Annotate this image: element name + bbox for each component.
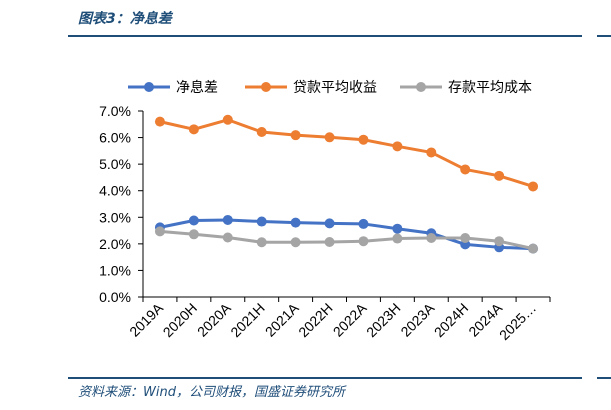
data-point <box>324 236 335 247</box>
series-line <box>158 118 535 188</box>
figure-title: 图表3：净息差 <box>78 11 172 27</box>
x-tick-label: 2019A <box>126 299 166 339</box>
data-point <box>256 237 267 248</box>
x-tick-label: 2022A <box>330 299 370 339</box>
y-tick-label: 0.0% <box>99 289 131 305</box>
legend-item: 净息差 <box>128 79 218 96</box>
x-tick-label: 2020A <box>194 299 234 339</box>
data-point <box>426 233 437 244</box>
data-point <box>358 236 369 247</box>
y-tick-label: 5.0% <box>99 156 131 172</box>
data-point <box>188 124 199 135</box>
legend-label: 贷款平均收益 <box>293 80 377 96</box>
data-point <box>392 223 403 234</box>
data-point <box>222 114 233 125</box>
data-point <box>222 232 233 243</box>
data-point <box>358 218 369 229</box>
x-tick-label: 2022H <box>295 300 335 340</box>
data-point <box>324 218 335 229</box>
data-point <box>358 134 369 145</box>
y-tick-label: 3.0% <box>99 209 131 225</box>
data-point <box>460 233 471 244</box>
legend-swatch-marker <box>144 82 154 92</box>
legend-swatch-marker <box>416 82 426 92</box>
source-note: 资料来源：Wind，公司财报，国盛证券研究所 <box>78 385 345 400</box>
y-tick-label: 1.0% <box>99 262 131 278</box>
data-point <box>290 237 301 248</box>
series-layer <box>154 114 539 254</box>
data-point <box>460 164 471 175</box>
x-tick-label: 2021A <box>262 299 302 339</box>
data-point <box>256 126 267 137</box>
data-point <box>290 217 301 228</box>
data-point <box>528 181 539 192</box>
data-point <box>324 132 335 143</box>
x-tick-label: 2025… <box>496 300 539 343</box>
series-line <box>158 218 535 251</box>
legend: 净息差 贷款平均收益 存款平均成本 <box>128 79 532 96</box>
data-point <box>256 216 267 227</box>
series-3 <box>154 226 539 254</box>
legend-label: 净息差 <box>176 79 218 96</box>
series-line <box>158 229 535 251</box>
data-point <box>392 233 403 244</box>
data-point <box>426 147 437 158</box>
legend-item: 存款平均成本 <box>400 80 532 96</box>
x-tick-label: 2023H <box>363 300 403 340</box>
legend-item: 贷款平均收益 <box>245 80 377 96</box>
y-tick-label: 7.0% <box>99 103 131 119</box>
data-point <box>494 236 505 247</box>
top-rule-tail <box>597 35 611 37</box>
data-point <box>188 229 199 240</box>
x-tick-label: 2021H <box>227 300 267 340</box>
bottom-rule-tail <box>597 377 611 379</box>
x-tick-label: 2023A <box>397 299 437 339</box>
data-point <box>290 130 301 141</box>
x-tick-label: 2024H <box>431 300 471 340</box>
x-tick-label: 2020H <box>160 300 200 340</box>
data-point <box>392 141 403 152</box>
y-tick-label: 6.0% <box>99 130 131 146</box>
series-2 <box>154 114 539 192</box>
y-tick-label: 4.0% <box>99 183 131 199</box>
bottom-rule <box>68 377 582 379</box>
data-point <box>494 170 505 181</box>
data-point <box>528 243 539 254</box>
top-rule <box>68 35 582 37</box>
series-1 <box>154 214 539 254</box>
data-point <box>154 116 165 127</box>
y-tick-label: 2.0% <box>99 236 131 252</box>
legend-label: 存款平均成本 <box>448 80 532 96</box>
data-point <box>222 214 233 225</box>
data-point <box>154 226 165 237</box>
data-point <box>188 215 199 226</box>
legend-swatch-marker <box>261 82 271 92</box>
